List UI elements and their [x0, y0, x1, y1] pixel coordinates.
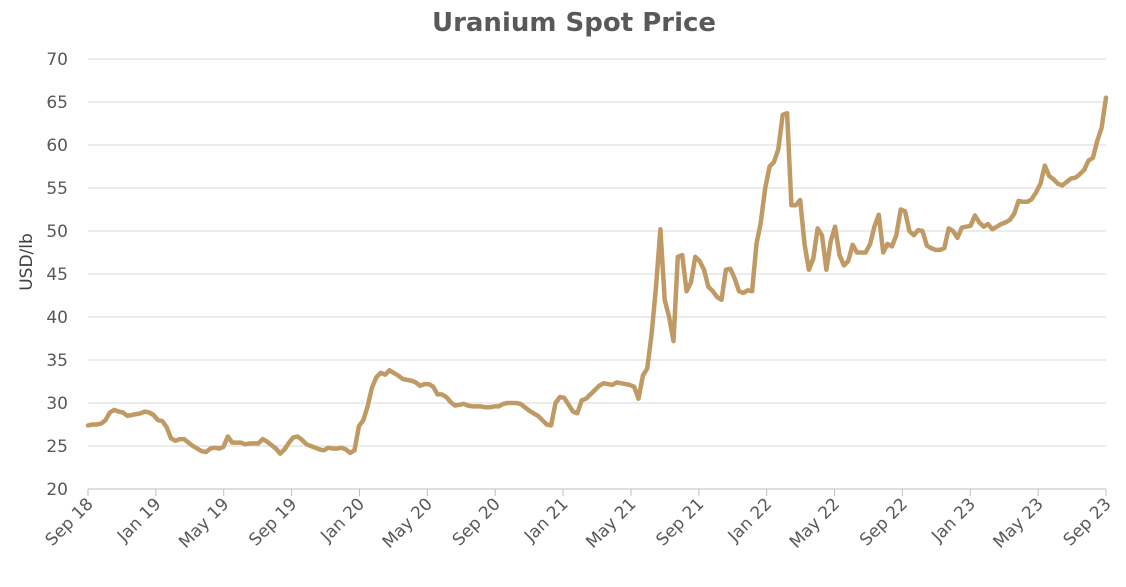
y-tick-label: 40 [46, 308, 68, 328]
y-tick-label: 60 [46, 136, 68, 156]
y-tick-label: 45 [46, 265, 68, 285]
x-tick-label: May 22 [786, 494, 844, 552]
x-tick-label: May 21 [582, 494, 640, 552]
x-tick-label: Sep 23 [1060, 494, 1116, 550]
y-tick-label: 65 [46, 93, 68, 113]
y-tick-label: 35 [46, 351, 68, 371]
x-tick-label: Sep 18 [42, 494, 98, 550]
y-tick-label: 25 [46, 437, 68, 457]
chart-title: Uranium Spot Price [431, 8, 717, 38]
x-tick-label: Jan 20 [316, 494, 369, 547]
y-tick-label: 20 [46, 480, 68, 500]
y-tick-label: 70 [46, 50, 68, 70]
x-tick-label: Jan 22 [724, 494, 777, 547]
y-tick-label: 50 [46, 222, 68, 242]
x-tick-label: May 23 [990, 494, 1048, 552]
x-tick-label: Jan 21 [520, 494, 573, 547]
x-tick-label: Sep 22 [856, 494, 912, 550]
x-tick-label: Sep 19 [245, 494, 301, 550]
x-tick-label: Sep 21 [652, 494, 708, 550]
x-tick-label: Jan 23 [927, 494, 980, 547]
y-tick-label: 55 [46, 179, 68, 199]
y-tick-label: 30 [46, 394, 68, 414]
x-tick-label: Sep 20 [449, 494, 505, 550]
x-tick-label: May 20 [379, 494, 437, 552]
series-line [85, 95, 1109, 456]
x-tick-label: Jan 19 [113, 494, 166, 547]
x-tick-label: May 19 [175, 494, 233, 552]
